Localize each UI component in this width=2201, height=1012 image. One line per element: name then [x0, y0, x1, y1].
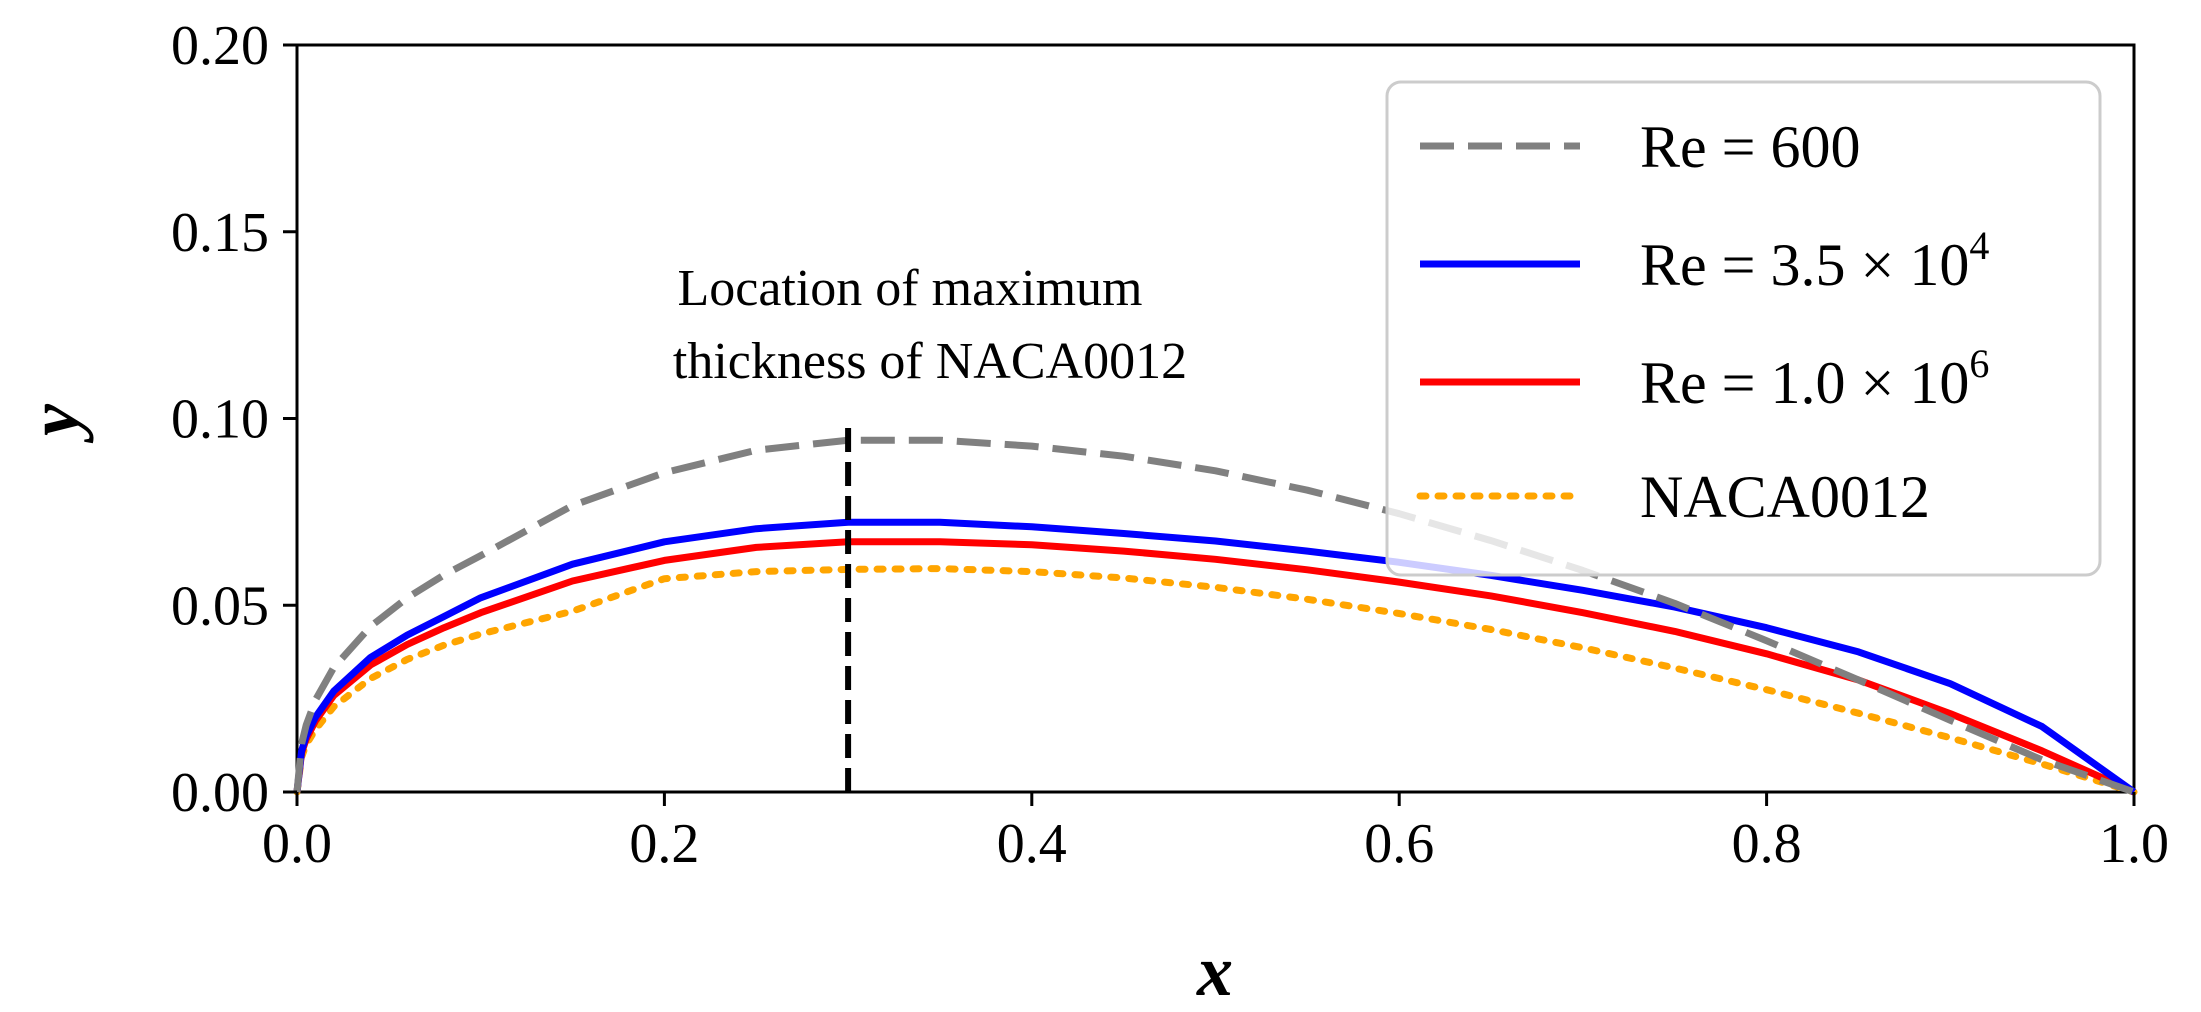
annotation-line-2: thickness of NACA0012 [673, 333, 1187, 390]
y-tick-label: 0.20 [171, 15, 269, 77]
y-tick-label: 0.00 [171, 762, 269, 824]
series-line-3 [293, 565, 2138, 796]
legend-box [1385, 80, 2102, 577]
legend-label-3: NACA0012 [1640, 464, 1930, 530]
x-tick-label: 0.4 [997, 813, 1067, 875]
series-line-0 [293, 436, 2136, 796]
annotation-line-1: Location of maximum [677, 260, 1142, 317]
y-axis-ticks: 0.00 0.05 0.10 0.15 0.20 [171, 15, 297, 824]
series-group [293, 436, 2138, 796]
x-tick-label: 0.6 [1364, 813, 1434, 875]
plot-area [293, 43, 2138, 796]
series-line-2 [293, 538, 2136, 796]
x-axis-ticks: 0.0 0.2 0.4 0.6 0.8 1.0 [262, 792, 2169, 875]
legend-label-2: Re = 1.0 × 106 [1640, 341, 1989, 416]
x-tick-label: 1.0 [2099, 813, 2169, 875]
series-line-1 [293, 518, 2137, 795]
y-tick-label: 0.15 [171, 202, 269, 264]
legend: Re = 600 Re = 3.5 × 104 Re = 1.0 × 106 NACA… [1385, 80, 2102, 577]
x-axis-label: x [1196, 931, 1233, 1011]
legend-label-1: Re = 3.5 × 104 [1640, 223, 1989, 298]
x-tick-label: 0.8 [1732, 813, 1802, 875]
x-tick-label: 0.2 [629, 813, 699, 875]
legend-label-0: Re = 600 [1640, 114, 1861, 180]
y-tick-label: 0.05 [171, 575, 269, 637]
x-tick-label: 0.0 [262, 813, 332, 875]
y-axis-label: y [14, 403, 94, 444]
y-tick-label: 0.10 [171, 389, 269, 451]
